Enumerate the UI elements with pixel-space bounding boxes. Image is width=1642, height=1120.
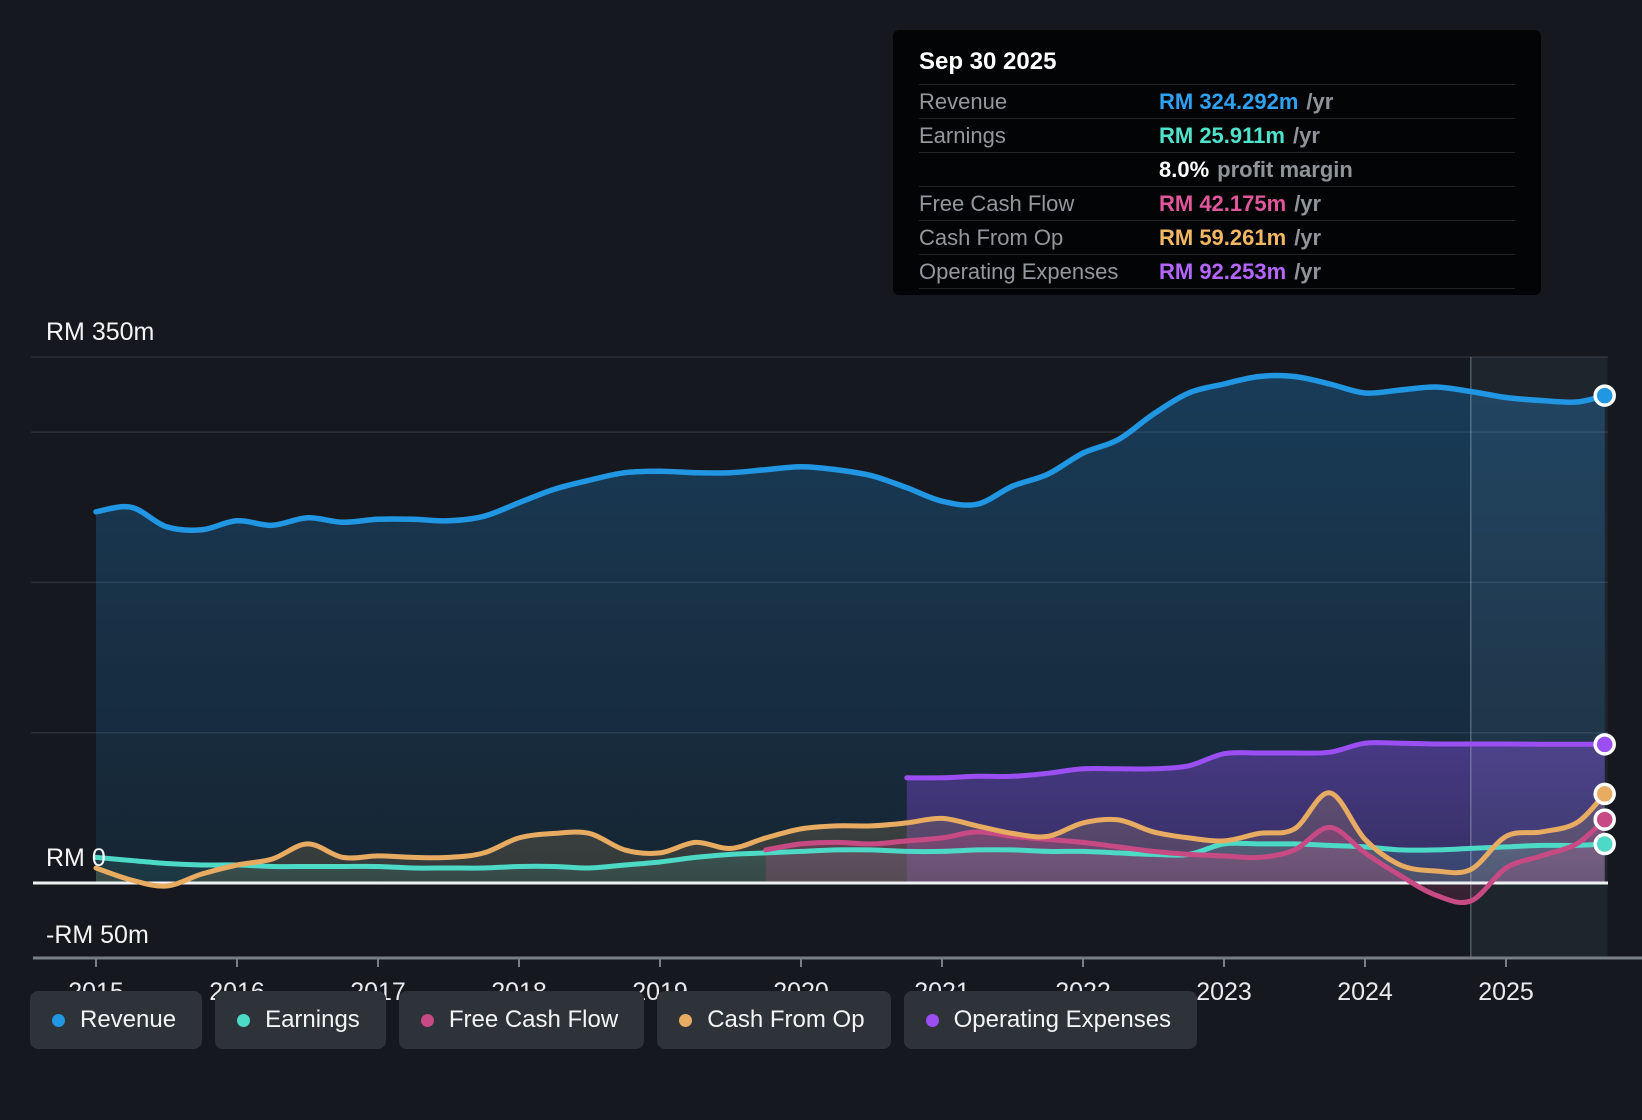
legend-item-operating-expenses[interactable]: Operating Expenses	[903, 991, 1198, 1049]
earnings-line	[93, 840, 1608, 871]
tooltip-value: RM 25.911m	[1159, 122, 1285, 148]
tooltip-suffix: /yr	[1294, 258, 1322, 284]
tooltip-value: RM 42.175m	[1159, 190, 1287, 216]
y-axis-label-0m: RM 0	[46, 844, 106, 872]
operating-expenses-line	[904, 740, 1608, 781]
tooltip-label: Earnings	[919, 122, 1006, 148]
tooltip-date: Sep 30 2025	[919, 48, 1057, 75]
chart-tooltip: Sep 30 2025 Revenue RM 324.292m /yr Earn…	[893, 30, 1541, 295]
tooltip-row-free-cash-flow: Free Cash Flow RM 42.175m /yr	[919, 186, 1515, 220]
legend-item-earnings[interactable]: Earnings	[215, 991, 386, 1049]
tooltip-suffix: /yr	[1294, 224, 1322, 250]
operating-expenses-dot-icon	[925, 1013, 939, 1027]
cash-from-op-line	[93, 790, 1608, 889]
tooltip-row-operating-expenses: Operating Expenses RM 92.253m /yr	[919, 254, 1515, 289]
legend-label: Revenue	[80, 1006, 177, 1033]
tooltip-label: Cash From Op	[919, 224, 1064, 250]
tooltip-row-revenue: Revenue RM 324.292m /yr	[919, 84, 1515, 118]
operating-expenses-endpoint-dot[interactable]	[1593, 733, 1616, 756]
legend-item-revenue[interactable]: Revenue	[30, 991, 203, 1049]
tooltip-row-cash-from-op: Cash From Op RM 59.261m /yr	[919, 220, 1515, 254]
x-axis-label-2025: 2025	[1478, 978, 1534, 1006]
legend-label: Free Cash Flow	[448, 1006, 619, 1033]
tooltip-label: Free Cash Flow	[919, 190, 1075, 216]
free-cash-flow-endpoint-dot[interactable]	[1593, 808, 1616, 831]
cash-from-op-dot-icon	[679, 1013, 693, 1027]
tooltip-value: RM 59.261m	[1159, 224, 1287, 250]
last-12-months-band	[1470, 357, 1608, 958]
y-axis-label-350m: RM 350m	[46, 318, 154, 346]
earnings-dot-icon	[237, 1013, 251, 1027]
tooltip-suffix: /yr	[1294, 190, 1322, 216]
chart-legend: Revenue Earnings Free Cash Flow Cash Fro…	[30, 991, 1198, 1049]
tooltip-value: RM 324.292m	[1159, 88, 1299, 114]
tooltip-label: Revenue	[919, 88, 1008, 114]
free-cash-flow-line	[763, 817, 1608, 906]
legend-label: Cash From Op	[707, 1006, 865, 1033]
tooltip-value: 8.0%	[1159, 156, 1210, 182]
tooltip-row-earnings: Earnings RM 25.911m /yr	[919, 118, 1515, 152]
cash-from-op-endpoint-dot[interactable]	[1593, 782, 1616, 806]
legend-item-free-cash-flow[interactable]: Free Cash Flow	[398, 991, 645, 1049]
free-cash-flow-dot-icon	[420, 1013, 434, 1027]
y-axis-label--50m: -RM 50m	[46, 921, 149, 949]
revenue-endpoint-dot[interactable]	[1593, 384, 1616, 407]
tooltip-row-profit-margin: 8.0% profit margin	[919, 152, 1515, 186]
x-axis-label-2024: 2024	[1337, 978, 1393, 1006]
x-axis-label-2023: 2023	[1196, 978, 1252, 1006]
tooltip-suffix: /yr	[1306, 88, 1334, 114]
legend-label: Earnings	[265, 1006, 360, 1033]
revenue-dot-icon	[52, 1013, 65, 1027]
tooltip-label: Operating Expenses	[919, 258, 1119, 284]
tooltip-suffix: profit margin	[1217, 156, 1353, 182]
tooltip-value: RM 92.253m	[1159, 258, 1287, 284]
legend-label: Operating Expenses	[953, 1006, 1172, 1033]
tooltip-suffix: /yr	[1292, 122, 1320, 148]
earnings-endpoint-dot[interactable]	[1593, 832, 1616, 856]
revenue-line	[93, 372, 1608, 534]
legend-item-cash-from-op[interactable]: Cash From Op	[657, 991, 891, 1049]
